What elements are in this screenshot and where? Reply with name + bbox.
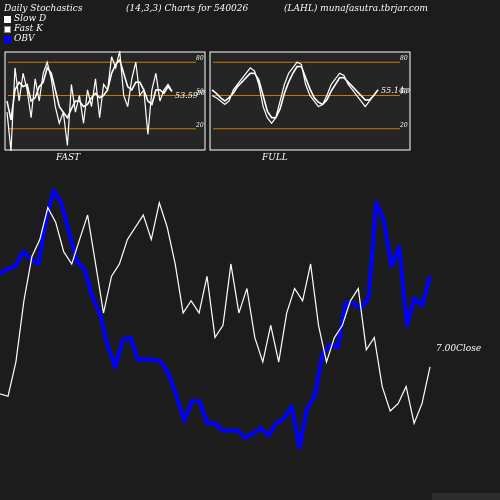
legend-swatch-obv [4,35,11,43]
site-name: (LAHL) munafasutra.tbrjar.com [284,4,428,14]
full-value-tail: 50 [402,88,410,95]
legend-label-slow-d: Slow D [14,14,47,24]
fast-slow-d-line [6,58,173,121]
full-slow-d-line [211,65,379,119]
legend-slow-d: Slow D [4,14,46,24]
full-value-label: 55.14 [381,86,404,95]
legend-fast-k: Fast K [4,24,43,34]
close-price-line [0,200,431,426]
full-fast-k-line [211,61,379,125]
legend-swatch-fast-k [4,25,11,33]
fast-value-tail: 50 [197,90,205,97]
chart-title: Daily Stochastics [4,4,83,14]
legend-obv: OBV [4,34,35,44]
fast-level-label-20: 20 [195,122,204,129]
full-level-label-80: 80 [400,55,408,62]
legend-swatch-slow-d [4,15,11,23]
legend-label-obv: OBV [14,34,35,44]
full-panel-label: FULL [262,153,288,163]
footer-bar [432,493,500,500]
chart-params: (14,3,3) Charts for 540026 [126,4,249,14]
fast-level-label-80: 80 [196,55,204,62]
legend-label-fast-k: Fast K [14,24,43,34]
full-level-label-20: 20 [399,122,408,129]
fast-panel-label: FAST [56,153,81,163]
fast-value-label: 53.59 [175,91,198,100]
fast-level-label-50: 50 [196,89,204,96]
full-panel [209,51,411,151]
fast-fast-k-line [6,50,173,152]
full-level-label-50: 50 [400,89,408,96]
obv-line [0,188,432,450]
fast-panel [4,51,206,151]
close-price-label: 7.00Close [436,344,481,354]
